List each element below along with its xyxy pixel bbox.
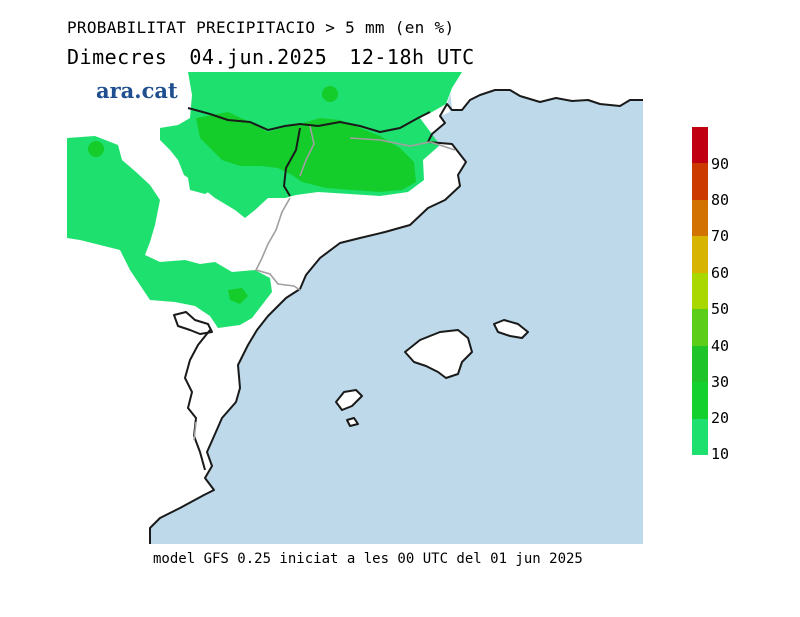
island-ibiza [335,389,363,411]
island-menorca [493,319,529,339]
legend-label-40: 40 [711,337,730,355]
legend-label-90: 90 [711,155,730,173]
prob-band-20-30 [88,86,416,304]
legend-label-10: 10 [711,445,730,463]
weekday-label: Dimecres [67,45,168,69]
date-label: 04.jun.2025 [189,45,328,69]
legend-band-90-100 [692,127,708,164]
period-label: 12-18h UTC [349,45,475,69]
legend-band-60-70 [692,236,708,274]
legend-label-60: 60 [711,264,730,282]
legend-band-20-30 [692,382,708,420]
legend-band-40-50 [692,309,708,347]
legend-color-bar [692,127,708,456]
island-formentera [346,417,359,427]
probability-legend: 90 80 70 60 50 40 30 20 10 [692,127,752,462]
model-footer: model GFS 0.25 iniciat a les 00 UTC del … [153,551,583,567]
balearic-islands [335,319,529,427]
legend-band-70-80 [692,199,708,237]
legend-band-30-40 [692,345,708,383]
legend-band-10-20 [692,418,708,456]
land-france-coast [450,72,643,110]
regional-borders [193,125,456,441]
map-title: PROBABILITAT PRECIPITACIO > 5 mm (en %) [67,18,455,37]
legend-label-50: 50 [711,300,730,318]
legend-band-80-90 [692,163,708,201]
legend-label-30: 30 [711,373,730,391]
coastline [149,89,643,544]
island-mallorca [404,329,473,379]
ara-cat-logo: ara.cat [96,78,178,103]
legend-label-70: 70 [711,227,730,245]
legend-label-20: 20 [711,409,730,427]
legend-label-80: 80 [711,191,730,209]
legend-band-50-60 [692,272,708,310]
map-subtitle: Dimecres 04.jun.2025 12-18h UTC [67,45,497,69]
